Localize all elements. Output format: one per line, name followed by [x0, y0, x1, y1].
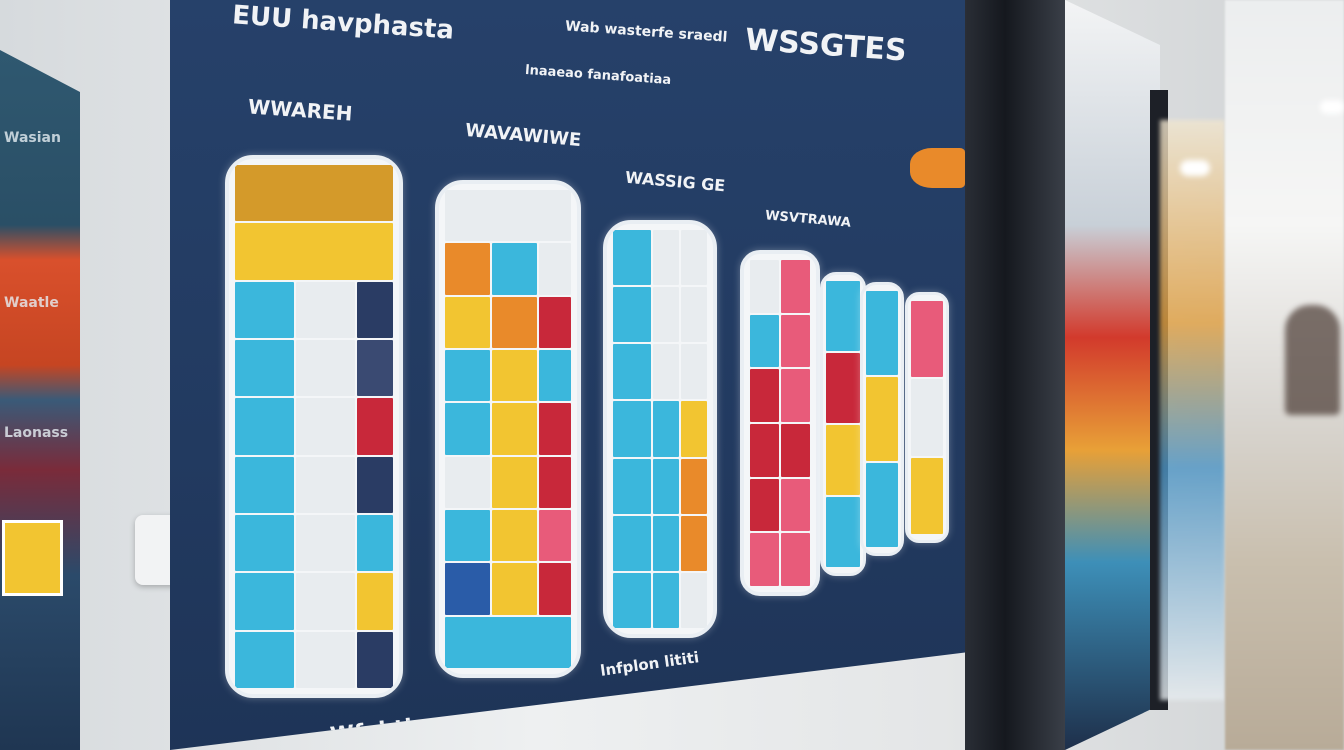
phone-mockup [435, 180, 581, 678]
poster-label: WASSIG GE [624, 167, 726, 196]
poster-orange-accent [910, 148, 965, 188]
phone-mockup [740, 250, 820, 596]
blurred-person [1285, 305, 1340, 415]
left-poster-text: Wasian [4, 130, 61, 146]
ceiling-light [1180, 160, 1210, 176]
poster-footer: lnfplon lititi [599, 648, 701, 680]
phone-mockup [905, 292, 949, 543]
phone-mockup [860, 282, 904, 556]
left-poster-text: Waatle [4, 295, 59, 311]
poster-subtitle: Wab wasterfe sraedl [564, 18, 728, 46]
left-poster-yellow-block [2, 520, 63, 596]
phone-mockup [225, 155, 403, 698]
poster-label: WSVTRAWA [764, 208, 852, 231]
ceiling-light [1320, 100, 1344, 114]
phone-mockup [820, 272, 866, 576]
side-poster [1160, 120, 1225, 700]
poster-title: WSSGTES [743, 22, 908, 69]
wall-frame [965, 0, 1065, 750]
poster-line: lnaaeao fanafoatiaa [524, 62, 672, 89]
poster-label: WWAREH [247, 94, 354, 126]
poster-label: WAVAWIWE [464, 119, 582, 152]
phone-mockup [603, 220, 717, 638]
poster-heading: EUU havphasta [231, 0, 455, 46]
left-poster-text: Laonass [4, 425, 69, 441]
left-poster: Wasian Waatle Laonass [0, 50, 80, 750]
side-poster [1065, 0, 1160, 750]
